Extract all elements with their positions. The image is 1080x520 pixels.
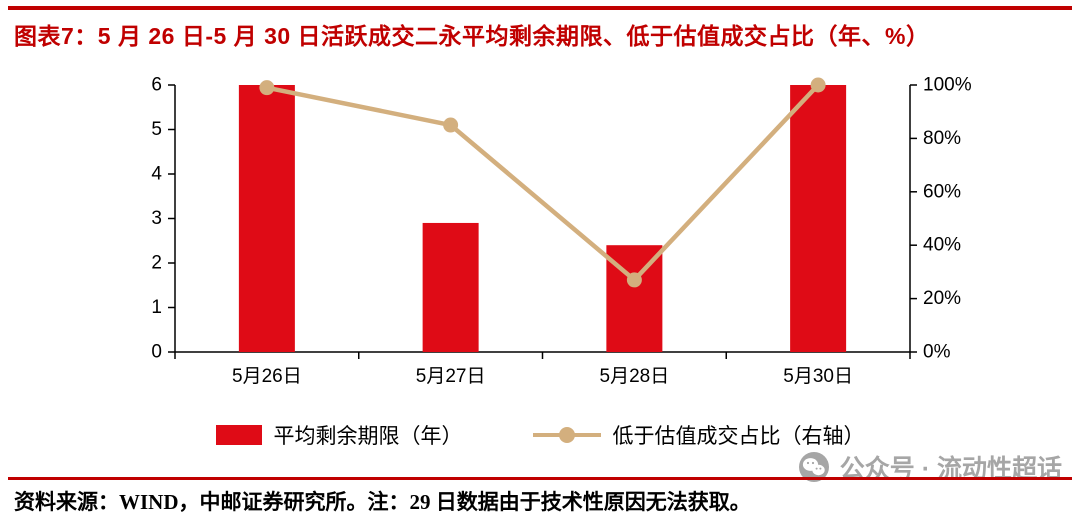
left-axis-tick-label: 6 [151, 75, 162, 96]
left-axis-tick-label: 5 [151, 119, 162, 140]
bar-series-label: 平均剩余期限（年） [273, 425, 463, 448]
bar-5月26日 [238, 85, 295, 352]
right-axis-tick-label: 100% [923, 75, 972, 96]
figure-title: 图表7：5 月 26 日-5 月 30 日活跃成交二永平均剩余期限、低于估值成交… [14, 23, 930, 49]
left-axis-tick-label: 4 [151, 164, 162, 185]
line-series-path [264, 82, 821, 283]
line-marker-5月27日 [443, 117, 459, 133]
chart-legend: 平均剩余期限（年） 低于估值成交占比（右轴） [0, 420, 1080, 450]
left-axis-tick-label: 2 [151, 253, 162, 274]
line-swatch-marker [558, 427, 575, 443]
x-axis-category-label: 5月26日 [232, 366, 302, 387]
bar-5月30日 [790, 85, 847, 352]
x-axis-category-label: 5月28日 [600, 366, 670, 387]
right-axis-tick-label: 0% [923, 342, 951, 363]
line-marker-5月26日 [259, 80, 275, 96]
right-axis-tick-label: 60% [923, 181, 961, 202]
x-axis-category-label: 5月27日 [416, 366, 486, 387]
legend-item-bar-series: 平均剩余期限（年） [215, 420, 463, 450]
right-axis-tick-label: 40% [923, 235, 961, 256]
bar-series-swatch [215, 425, 262, 445]
line-series-swatch [532, 425, 601, 445]
line-series-label: 低于估值成交占比（右轴） [612, 425, 865, 448]
top-divider [8, 6, 1072, 10]
left-axis-tick-label: 1 [151, 297, 162, 318]
line-marker-5月28日 [626, 272, 642, 288]
line-marker-5月30日 [810, 77, 826, 93]
source-note: 资料来源：WIND，中邮证券研究所。注：29 日数据由于技术性原因无法获取。 [14, 490, 751, 514]
wechat-icon [798, 452, 829, 482]
bar-5月27日 [422, 222, 479, 352]
legend-item-line-series: 低于估值成交占比（右轴） [532, 420, 865, 450]
left-axis-tick-label: 3 [151, 208, 162, 229]
right-axis-tick-label: 80% [923, 128, 961, 149]
left-axis-tick-label: 0 [151, 342, 162, 363]
right-axis-tick-label: 20% [923, 288, 961, 309]
bottom-divider [8, 477, 1072, 480]
x-axis-category-label: 5月30日 [783, 366, 853, 387]
